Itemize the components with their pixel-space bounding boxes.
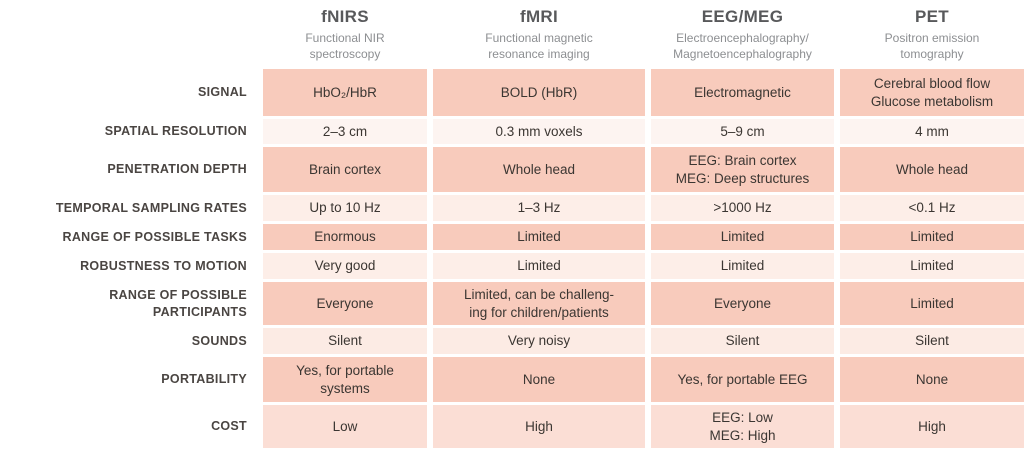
table-cell: Silent [840,328,1024,354]
table-cell: Electromagnetic [651,69,834,116]
table-cell: BOLD (HbR) [433,69,645,116]
table-row-signal: SIGNAL HbO₂/HbR BOLD (HbR) Electromagnet… [0,69,1024,116]
row-label: SPATIAL RESOLUTION [104,124,247,139]
table-cell: Brain cortex [263,147,427,192]
column-subtitle: Positron emission tomography [884,31,980,61]
table-row-range-of-possible-participants: RANGE OF POSSIBLE PARTICIPANTS Everyone … [0,282,1024,325]
table-row-sounds: SOUNDS Silent Very noisy Silent Silent [0,328,1024,354]
table-row-portability: PORTABILITY Yes, for portable systems No… [0,357,1024,402]
table-cell: High [433,405,645,448]
table-cell: Yes, for portable EEG [651,357,834,402]
table-row-penetration-depth: PENETRATION DEPTH Brain cortex Whole hea… [0,147,1024,192]
table-cell: Limited [840,253,1024,279]
table-cell: Yes, for portable systems [263,357,427,402]
table-cell: Limited [651,253,834,279]
table-row-robustness-to-motion: ROBUSTNESS TO MOTION Very good Limited L… [0,253,1024,279]
table-row-spatial-resolution: SPATIAL RESOLUTION 2–3 cm 0.3 mm voxels … [0,119,1024,144]
header-corner-spacer [0,2,257,66]
table-cell: Cerebral blood flow Glucose metabolism [840,69,1024,116]
table-cell: HbO₂/HbR [263,69,427,116]
table-cell: None [433,357,645,402]
column-subtitle: Functional magnetic resonance imaging [485,31,593,61]
table-cell: 0.3 mm voxels [433,119,645,144]
table-header-row: fNIRS Functional NIR spectroscopy fMRI F… [0,2,1024,66]
table-cell: 1–3 Hz [433,195,645,221]
column-title: EEG/MEG [701,7,784,26]
row-label: COST [211,419,247,434]
table-cell: EEG: Brain cortex MEG: Deep structures [651,147,834,192]
column-subtitle: Electroencephalography/ Magnetoencephalo… [673,31,812,61]
table-cell: Whole head [840,147,1024,192]
column-header-fmri: fMRI Functional magnetic resonance imagi… [433,2,645,66]
row-label: PORTABILITY [161,372,247,387]
row-label: PENETRATION DEPTH [107,162,247,177]
table-cell: Everyone [263,282,427,325]
row-label: RANGE OF POSSIBLE PARTICIPANTS [109,287,247,319]
row-label: SOUNDS [191,333,247,348]
row-label: ROBUSTNESS TO MOTION [80,258,247,273]
table-cell: None [840,357,1024,402]
column-header-fnirs: fNIRS Functional NIR spectroscopy [263,2,427,66]
table-cell: Silent [263,328,427,354]
table-cell: 4 mm [840,119,1024,144]
column-title: PET [915,7,949,26]
table-cell: Enormous [263,224,427,250]
table-cell: Low [263,405,427,448]
table-cell: 2–3 cm [263,119,427,144]
table-cell: Limited [840,224,1024,250]
table-cell: Whole head [433,147,645,192]
table-cell: Limited [840,282,1024,325]
row-label: SIGNAL [197,85,247,100]
table-cell: Silent [651,328,834,354]
table-cell: Limited [651,224,834,250]
table-cell: 5–9 cm [651,119,834,144]
table-cell: EEG: Low MEG: High [651,405,834,448]
table-row-temporal-sampling-rates: TEMPORAL SAMPLING RATES Up to 10 Hz 1–3 … [0,195,1024,221]
table-cell: >1000 Hz [651,195,834,221]
table-cell: High [840,405,1024,448]
column-subtitle: Functional NIR spectroscopy [305,31,385,61]
table-cell: Very good [263,253,427,279]
table-cell: <0.1 Hz [840,195,1024,221]
column-title: fMRI [519,7,559,26]
column-header-pet: PET Positron emission tomography [840,2,1024,66]
table-cell: Limited, can be challeng- ing for childr… [433,282,645,325]
table-cell: Limited [433,224,645,250]
row-label: RANGE OF POSSIBLE TASKS [62,229,247,244]
table-cell: Everyone [651,282,834,325]
table-row-range-of-possible-tasks: RANGE OF POSSIBLE TASKS Enormous Limited… [0,224,1024,250]
table-row-cost: COST Low High EEG: Low MEG: High High [0,405,1024,448]
table-cell: Very noisy [433,328,645,354]
column-title: fNIRS [321,7,369,26]
row-label: TEMPORAL SAMPLING RATES [55,200,247,215]
column-header-eeg-meg: EEG/MEG Electroencephalography/ Magnetoe… [651,2,834,66]
table-cell: Up to 10 Hz [263,195,427,221]
table-cell: Limited [433,253,645,279]
